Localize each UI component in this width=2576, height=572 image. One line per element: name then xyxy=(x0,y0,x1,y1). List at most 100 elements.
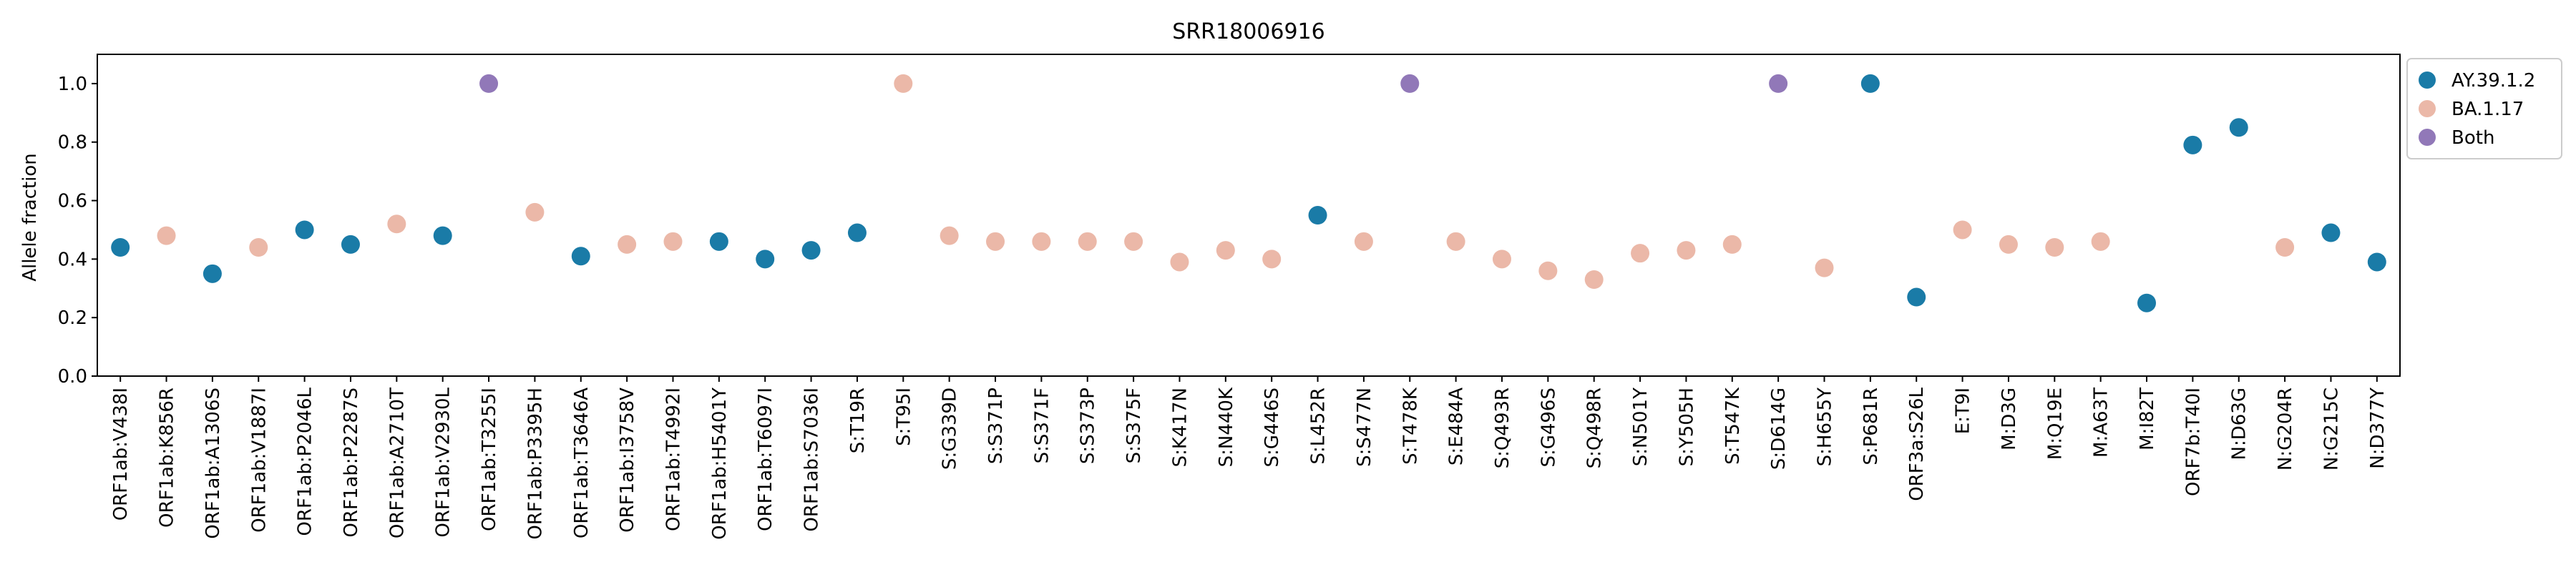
x-tick-label: N:G215C xyxy=(2321,388,2342,470)
x-tick-label: S:S371F xyxy=(1031,388,1053,463)
data-point xyxy=(433,226,452,245)
data-point xyxy=(157,226,176,245)
data-point xyxy=(1446,232,1465,251)
data-point xyxy=(756,250,775,269)
x-tick-label: S:Y505H xyxy=(1676,388,1697,466)
x-tick-label: ORF1ab:P2046L xyxy=(295,387,316,536)
data-point xyxy=(1078,232,1097,251)
data-point xyxy=(940,226,959,245)
legend: AY.39.1.2 BA.1.17 Both xyxy=(2406,58,2562,159)
x-tick-label: S:P681R xyxy=(1860,388,1882,465)
x-tick-label: S:K417N xyxy=(1169,388,1191,467)
data-point xyxy=(1677,241,1696,260)
data-point xyxy=(894,74,913,93)
legend-label: BA.1.17 xyxy=(2451,99,2524,120)
x-tick-label: ORF1ab:S7036I xyxy=(801,388,823,532)
x-tick-label: S:G496S xyxy=(1538,388,1559,468)
data-point xyxy=(1907,287,1926,307)
data-point xyxy=(1032,232,1051,251)
data-point xyxy=(341,235,360,254)
data-point xyxy=(663,232,683,251)
x-tick-label: S:E484A xyxy=(1446,388,1468,465)
x-tick-label: ORF1ab:P3395H xyxy=(525,388,546,540)
x-tick-label: S:S371P xyxy=(985,388,1007,464)
x-tick-label: S:L452R xyxy=(1308,388,1330,464)
x-tick-label: ORF1ab:A2710T xyxy=(386,388,408,538)
data-point xyxy=(1216,241,1235,260)
x-tick-label: ORF1ab:V2930L xyxy=(433,387,454,537)
data-point xyxy=(2045,238,2064,257)
x-tick-label: ORF1ab:V1887I xyxy=(248,388,270,533)
x-tick-label: N:D377Y xyxy=(2367,388,2389,469)
data-point xyxy=(847,223,867,242)
data-point xyxy=(2275,238,2295,257)
plot-frame xyxy=(97,54,2401,377)
data-point xyxy=(709,232,728,251)
x-tick-label: M:D3G xyxy=(1999,388,2020,450)
data-point xyxy=(801,241,821,260)
data-point xyxy=(2367,252,2386,272)
data-point xyxy=(2183,135,2202,154)
legend-marker xyxy=(2419,72,2436,89)
data-point xyxy=(1769,74,1788,93)
x-tick-label: S:N501Y xyxy=(1630,388,1652,466)
data-point xyxy=(1308,206,1327,225)
data-points xyxy=(111,74,2386,312)
x-tick-label: S:N440K xyxy=(1216,387,1237,467)
data-point xyxy=(1538,261,1558,280)
data-point xyxy=(2091,232,2110,251)
x-tick-label: S:T95I xyxy=(893,388,914,446)
x-tick-label: ORF1ab:I3758V xyxy=(617,388,638,533)
x-tick-label: N:G204R xyxy=(2275,388,2296,470)
x-tick-label: N:D63G xyxy=(2229,388,2250,460)
x-tick-label: S:T19R xyxy=(847,388,869,453)
data-point xyxy=(2321,223,2341,242)
data-point xyxy=(571,247,590,266)
data-point xyxy=(1631,244,1650,263)
x-tick-label: ORF1ab:P2287S xyxy=(341,388,362,538)
data-point xyxy=(1354,232,1373,251)
data-point xyxy=(1722,235,1742,254)
x-tick-label: ORF1ab:T3255I xyxy=(479,388,500,531)
data-point xyxy=(479,74,499,93)
x-tick-label: S:Q493R xyxy=(1492,388,1513,468)
x-tick-label: ORF3a:S26L xyxy=(1906,387,1928,500)
x-tick-label: ORF1ab:T6097I xyxy=(755,388,776,531)
data-point xyxy=(1492,250,1511,269)
data-point xyxy=(387,214,406,234)
x-tick-label: ORF1ab:V438I xyxy=(110,388,132,521)
data-point xyxy=(1124,232,1143,251)
x-tick-label: ORF1ab:T3646A xyxy=(571,388,592,538)
chart-title: SRR18006916 xyxy=(1172,19,1324,44)
y-tick-label: 0.6 xyxy=(58,191,87,212)
data-point xyxy=(525,202,545,222)
x-tick-label: S:S373P xyxy=(1078,388,1099,464)
x-tick-label: S:H655Y xyxy=(1815,388,1836,466)
x-tick-label: ORF1ab:K856R xyxy=(157,388,178,528)
x-tick-label: M:A63T xyxy=(2091,388,2112,458)
x-tick-label: ORF1ab:A1306S xyxy=(203,388,224,539)
data-point xyxy=(1170,252,1189,272)
x-axis: ORF1ab:V438I ORF1ab:K856R ORF1ab:A1306S ORF… xyxy=(110,376,2389,540)
legend-label: AY.39.1.2 xyxy=(2451,70,2535,92)
data-point xyxy=(2137,293,2157,312)
data-point xyxy=(1999,235,2018,254)
data-point xyxy=(203,264,222,283)
data-point xyxy=(1815,258,1834,277)
data-point xyxy=(249,238,268,257)
legend-box xyxy=(2406,58,2562,159)
x-tick-label: E:T9I xyxy=(1953,388,1974,434)
data-point xyxy=(1953,220,1972,240)
x-tick-label: M:Q19E xyxy=(2044,388,2066,460)
x-tick-label: ORF1ab:T4992I xyxy=(663,388,685,531)
x-tick-label: S:S375F xyxy=(1123,388,1145,463)
x-tick-label: S:G339D xyxy=(940,388,961,470)
x-tick-label: ORF7b:T40I xyxy=(2182,388,2204,496)
x-tick-label: S:G446S xyxy=(1262,388,1283,468)
y-tick-label: 0.0 xyxy=(58,366,87,388)
data-point xyxy=(618,235,637,254)
y-tick-label: 0.4 xyxy=(58,249,87,270)
y-axis: 0.0 0.2 0.4 0.6 0.8 1.0 xyxy=(58,74,97,388)
y-tick-label: 0.2 xyxy=(58,307,87,329)
